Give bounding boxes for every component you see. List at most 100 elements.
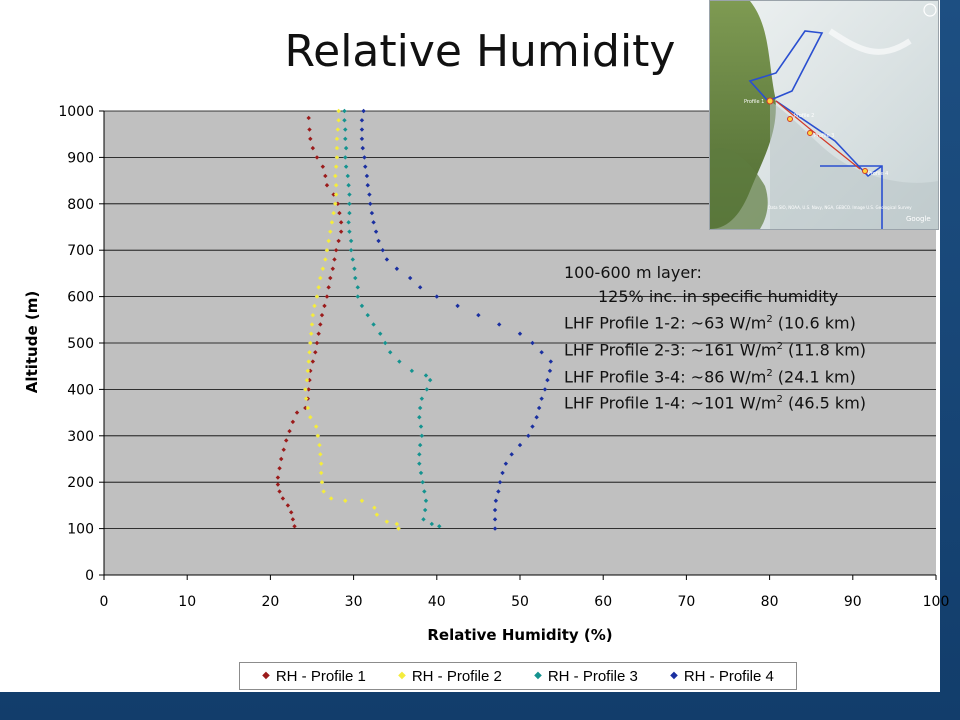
data-point-profile-3 — [418, 470, 424, 476]
data-point-profile-1 — [313, 350, 318, 355]
data-point-profile-1 — [310, 145, 316, 151]
data-point-profile-1 — [279, 456, 284, 462]
data-point-profile-4 — [500, 470, 505, 476]
data-point-profile-3 — [346, 183, 351, 188]
legend-label: RH - Profile 1 — [275, 667, 366, 685]
y-tick-label: 800 — [67, 197, 94, 213]
data-point-profile-2 — [323, 257, 328, 262]
data-point-profile-2 — [334, 155, 340, 160]
data-point-profile-2 — [333, 183, 339, 188]
data-point-profile-1 — [307, 377, 312, 383]
data-point-profile-4 — [367, 192, 372, 197]
data-point-profile-2 — [303, 387, 308, 392]
data-point-profile-4 — [376, 238, 381, 244]
data-point-profile-3 — [355, 294, 360, 299]
data-point-profile-2 — [316, 285, 321, 290]
data-point-profile-4 — [373, 229, 379, 234]
data-point-profile-2 — [334, 136, 340, 142]
x-tick-label: 20 — [261, 594, 279, 610]
data-point-profile-1 — [337, 210, 342, 216]
data-point-profile-2 — [309, 322, 315, 327]
data-point-profile-2 — [359, 498, 365, 503]
data-point-profile-3 — [343, 164, 349, 169]
data-point-profile-2 — [310, 312, 316, 318]
data-point-profile-1 — [338, 220, 344, 225]
x-tick-label: 30 — [345, 594, 363, 610]
data-point-profile-3 — [345, 173, 350, 179]
map-label-profile-2: Profile 2 — [794, 113, 814, 119]
data-point-profile-3 — [343, 145, 349, 151]
data-point-profile-2 — [324, 248, 330, 253]
data-point-profile-1 — [292, 524, 297, 529]
y-tick-label: 0 — [85, 568, 94, 584]
data-point-profile-2 — [308, 415, 313, 420]
legend-marker-icon: ◆ — [670, 670, 678, 681]
data-point-profile-2 — [304, 377, 310, 383]
data-point-profile-2 — [321, 489, 326, 494]
data-point-profile-1 — [330, 266, 335, 271]
data-point-profile-4 — [365, 183, 370, 188]
data-point-profile-1 — [285, 503, 291, 508]
legend-marker-icon: ◆ — [262, 670, 270, 681]
data-point-profile-3 — [427, 377, 433, 383]
data-point-profile-3 — [342, 108, 347, 114]
data-point-profile-4 — [548, 359, 553, 364]
data-point-profile-2 — [384, 519, 390, 524]
data-point-profile-3 — [347, 201, 352, 206]
data-point-profile-3 — [365, 312, 370, 318]
data-point-profile-4 — [364, 173, 370, 179]
data-point-profile-3 — [419, 433, 425, 438]
data-point-profile-1 — [307, 127, 312, 132]
data-point-profile-1 — [277, 466, 282, 471]
x-tick-label: 50 — [511, 594, 529, 610]
data-point-profile-3 — [420, 480, 425, 485]
data-point-profile-1 — [323, 173, 328, 179]
data-point-profile-3 — [418, 424, 424, 429]
y-tick-label: 900 — [67, 150, 94, 166]
data-point-profile-1 — [289, 510, 294, 515]
legend-item-profile-3: ◆ RH - Profile 3 — [534, 668, 638, 685]
data-point-profile-4 — [517, 331, 523, 336]
data-point-profile-2 — [328, 229, 333, 234]
data-point-profile-3 — [352, 266, 357, 271]
data-point-profile-2 — [372, 505, 377, 510]
data-point-profile-2 — [333, 164, 339, 169]
y-tick-label: 500 — [67, 336, 94, 352]
x-tick-label: 90 — [844, 594, 862, 610]
data-point-profile-3 — [378, 331, 383, 336]
data-point-profile-4 — [380, 248, 385, 253]
y-tick-label: 300 — [67, 429, 94, 445]
data-point-profile-4 — [536, 405, 542, 411]
x-axis-label: Relative Humidity (%) — [427, 626, 612, 644]
data-point-profile-2 — [308, 340, 313, 346]
data-point-profile-1 — [332, 257, 337, 262]
data-point-profile-4 — [509, 452, 514, 457]
data-point-profile-2 — [331, 210, 336, 216]
data-point-profile-4 — [539, 350, 544, 355]
data-point-profile-2 — [329, 220, 335, 225]
data-point-profile-3 — [348, 248, 354, 253]
data-point-profile-3 — [348, 238, 354, 244]
y-tick-label: 100 — [67, 522, 94, 538]
data-point-profile-3 — [429, 521, 435, 527]
data-point-profile-3 — [350, 257, 355, 262]
data-point-profile-4 — [455, 303, 460, 309]
data-point-profile-2 — [312, 303, 317, 309]
data-point-profile-3 — [346, 220, 351, 225]
y-tick-label: 600 — [67, 290, 94, 306]
data-point-profile-1 — [331, 192, 336, 197]
annotation-box: 100-600 m layer: 125% inc. in specific h… — [564, 261, 934, 415]
data-point-profile-4 — [368, 201, 373, 206]
data-point-profile-2 — [305, 405, 311, 411]
chart-legend: ◆ RH - Profile 1 ◆ RH - Profile 2 ◆ RH -… — [239, 662, 797, 690]
data-point-profile-1 — [320, 164, 326, 169]
data-point-profile-3 — [347, 210, 352, 216]
data-point-profile-3 — [359, 303, 365, 309]
data-point-profile-4 — [434, 294, 439, 299]
data-point-profile-1 — [275, 482, 281, 487]
data-point-profile-1 — [275, 475, 281, 480]
data-point-profile-2 — [317, 442, 322, 448]
data-point-profile-1 — [290, 517, 296, 522]
map-label-profile-1: Profile 1 — [744, 99, 764, 105]
data-point-profile-3 — [409, 368, 415, 374]
